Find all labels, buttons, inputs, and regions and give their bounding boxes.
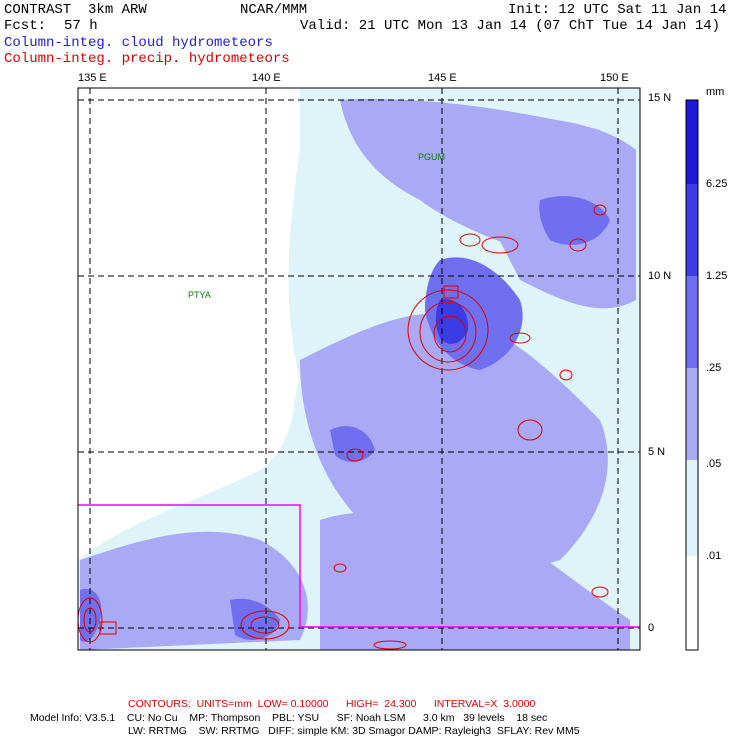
- fcst-label: Fcst:: [4, 18, 47, 34]
- valid-time: Valid: 21 UTC Mon 13 Jan 14 (07 ChT Tue …: [300, 18, 721, 34]
- nest-domain-box: [78, 504, 640, 628]
- station-pgum: PGUM: [418, 152, 445, 162]
- legend-level-0-25: .25: [706, 362, 722, 374]
- lon-label-145: 145 E: [428, 72, 457, 84]
- model-title: CONTRAST 3km ARW: [4, 2, 147, 18]
- legend-level-0-05: .05: [706, 458, 722, 470]
- map-frame: [77, 87, 641, 651]
- model-info-physics: LW: RRTMG SW: RRTMG DIFF: simple KM: 3D …: [128, 725, 580, 737]
- fcst-hours: 57 h: [64, 18, 98, 34]
- lon-label-150: 150 E: [600, 72, 629, 84]
- lon-label-135: 135 E: [78, 72, 107, 84]
- legend-unit: mm: [706, 86, 725, 98]
- hydrometeor-fill: [78, 88, 640, 650]
- legend-level-6-25: 6.25: [706, 178, 728, 190]
- colorbar: [685, 99, 699, 651]
- contour-info: CONTOURS: UNITS=mm LOW= 0.10000 HIGH= 24…: [128, 698, 536, 710]
- field-precip-label: Column-integ. precip. hydrometeors: [4, 51, 290, 67]
- station-ptya: PTYA: [188, 290, 211, 300]
- organization: NCAR/MMM: [240, 2, 308, 18]
- lat-label-0: 0: [648, 622, 655, 634]
- lon-label-140: 140 E: [252, 72, 281, 84]
- lat-label-10: 10 N: [648, 270, 672, 282]
- field-cloud-label: Column-integ. cloud hydrometeors: [4, 35, 273, 51]
- model-info: Model Info: V3.5.1 CU: No Cu MP: Thompso…: [30, 712, 548, 724]
- lat-label-5: 5 N: [648, 446, 666, 458]
- init-time: Init: 12 UTC Sat 11 Jan 14: [508, 2, 727, 18]
- lat-label-15: 15 N: [648, 92, 672, 104]
- legend-level-0-01: .01: [706, 550, 722, 562]
- lat-lon-grid: [78, 88, 640, 650]
- legend-level-1-25: 1.25: [706, 270, 728, 282]
